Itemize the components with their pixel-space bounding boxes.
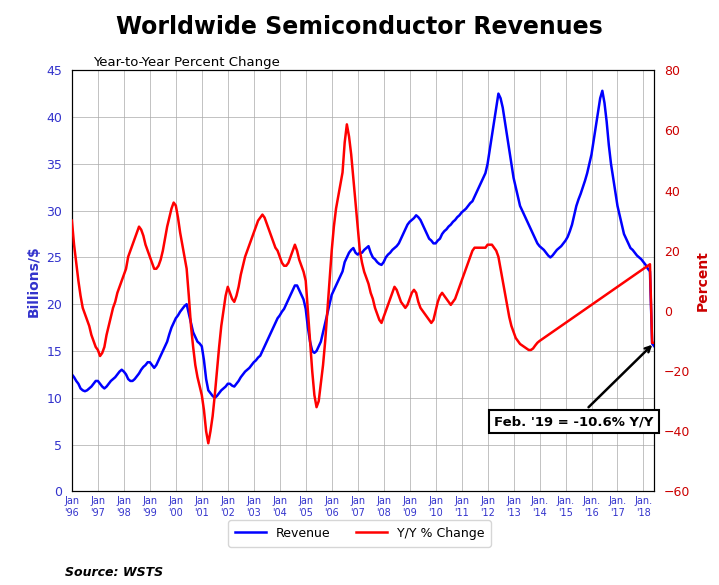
Y-axis label: Percent: Percent bbox=[696, 250, 710, 311]
Text: Source: WSTS: Source: WSTS bbox=[65, 566, 162, 579]
Legend: Revenue, Y/Y % Change: Revenue, Y/Y % Change bbox=[229, 521, 490, 546]
Text: Feb. '19 = -10.6% Y/Y: Feb. '19 = -10.6% Y/Y bbox=[494, 347, 654, 428]
Text: Year-to-Year Percent Change: Year-to-Year Percent Change bbox=[93, 56, 280, 68]
Text: Worldwide Semiconductor Revenues: Worldwide Semiconductor Revenues bbox=[116, 15, 603, 39]
Y-axis label: Billions/$: Billions/$ bbox=[27, 245, 41, 316]
